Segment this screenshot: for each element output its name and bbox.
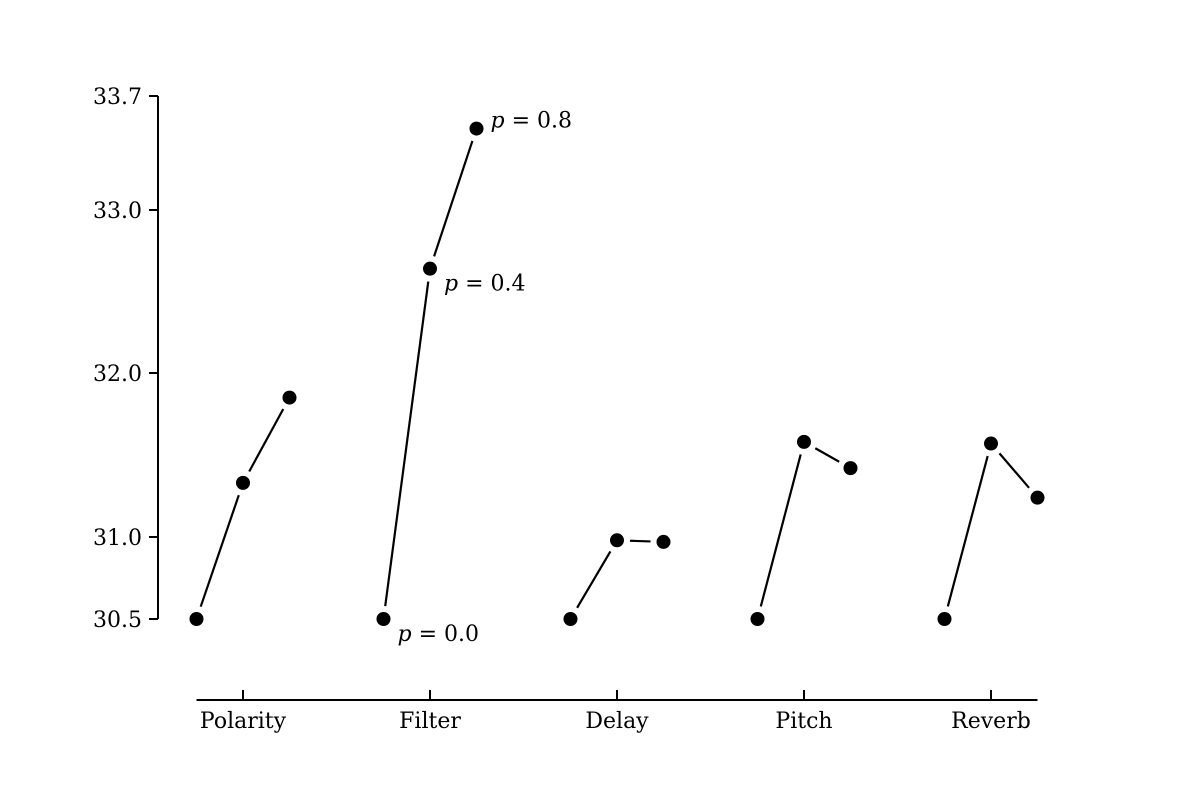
series-group-reverb	[937, 436, 1045, 626]
data-point	[376, 612, 391, 626]
series-group-polarity	[189, 390, 297, 626]
data-point	[1030, 490, 1045, 505]
data-point	[189, 612, 204, 626]
series-line-segment	[199, 494, 240, 608]
data-point	[797, 434, 811, 449]
x-axis: Polarity Filter Delay Pitch Reverb	[196, 690, 1038, 734]
series-line-segment	[814, 447, 840, 463]
annotation-variable: p	[398, 622, 412, 647]
y-tick-label: 30.5	[93, 608, 142, 633]
y-tick-label: 31.0	[93, 526, 142, 551]
annotation-variable: p	[444, 272, 458, 297]
series-line-segment	[384, 281, 430, 607]
data-point	[656, 534, 671, 549]
data-point	[937, 612, 952, 626]
series-group-pitch	[750, 434, 858, 626]
data-point	[469, 121, 484, 136]
x-category-label: Polarity	[200, 709, 287, 734]
x-category-label: Pitch	[775, 709, 832, 734]
annotation-label: p = 0.4	[444, 272, 526, 297]
series-line-segment	[433, 140, 474, 257]
x-category-label: Delay	[585, 709, 649, 734]
y-tick-label: 32.0	[93, 362, 142, 387]
data-point	[843, 461, 858, 476]
series-line-segment	[576, 550, 612, 609]
y-axis: 30.5 31.0 32.0 33.0 33.7	[93, 85, 159, 633]
data-point	[984, 436, 998, 451]
annotation-value: = 0.8	[505, 109, 572, 134]
data-point	[610, 533, 624, 548]
y-tick-label: 33.7	[93, 85, 142, 110]
series-group-delay	[563, 533, 671, 626]
annotation-value: = 0.4	[458, 272, 525, 297]
series-line-segment	[946, 455, 989, 607]
series-line-segment	[998, 452, 1030, 489]
annotation-value: = 0.0	[412, 622, 479, 647]
annotation-variable: p	[491, 109, 505, 134]
annotation-label: p = 0.8	[491, 109, 573, 134]
annotation-layer: p = 0.0p = 0.4p = 0.8	[398, 109, 573, 647]
series-line-segment	[248, 408, 285, 472]
y-tick-label: 33.0	[93, 199, 142, 224]
data-point	[236, 475, 250, 490]
x-category-label: Filter	[399, 709, 461, 734]
annotation-label: p = 0.0	[398, 622, 480, 647]
series-layer	[189, 121, 1045, 626]
series-line-segment	[629, 539, 651, 543]
data-point	[423, 261, 437, 276]
x-category-label: Reverb	[951, 709, 1031, 734]
data-point	[563, 612, 578, 626]
series-group-filter	[376, 121, 484, 626]
data-point	[282, 390, 297, 405]
series-line-segment	[759, 454, 802, 607]
data-point	[750, 612, 765, 626]
